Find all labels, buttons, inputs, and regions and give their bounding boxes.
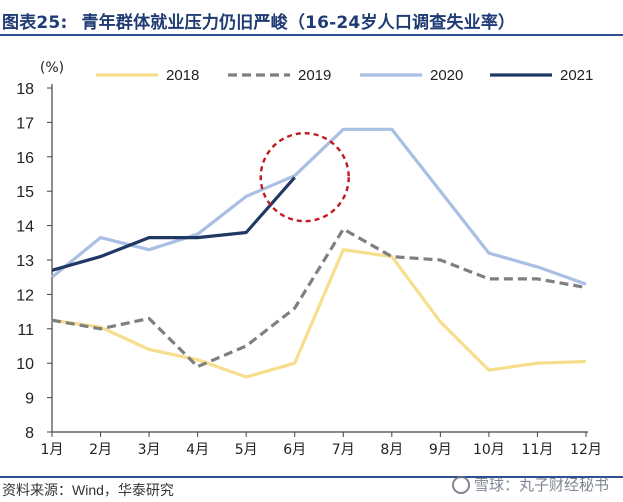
y-tick-label: 13 — [16, 253, 34, 270]
chart-axes: 8 9 10 11 12 13 14 15 16 17 18 (%) 1月 2月 3月 4月 5月 6月 7月 8月 9… — [16, 60, 602, 458]
x-tick-label: 10月 — [473, 442, 505, 458]
x-tick-label: 8月 — [380, 442, 403, 458]
figure-title-text: 青年群体就业压力仍旧严峻（16-24岁人口调查失业率） — [81, 13, 516, 33]
x-tick-label: 7月 — [332, 442, 355, 458]
legend-label-2019: 2019 — [298, 67, 331, 84]
y-axis-unit: (%) — [40, 60, 64, 76]
source-note: 资料来源：Wind，华泰研究 — [2, 482, 174, 498]
legend-label-2020: 2020 — [430, 67, 463, 84]
line-chart: 8 9 10 11 12 13 14 15 16 17 18 (%) 1月 2月 3月 4月 5月 6月 7月 8月 9… — [16, 60, 602, 458]
x-tick-label: 11月 — [522, 442, 554, 458]
y-tick-label: 12 — [16, 287, 34, 304]
chart-annotations — [259, 131, 350, 223]
y-tick-label: 17 — [16, 115, 34, 132]
x-tick-label: 5月 — [235, 442, 258, 458]
y-tick-label: 8 — [25, 425, 34, 442]
x-tick-label: 12月 — [570, 442, 602, 458]
x-tick-label: 4月 — [186, 442, 209, 458]
snowball-logo-icon — [451, 476, 470, 494]
x-tick-label: 3月 — [138, 442, 161, 458]
legend-label-2018: 2018 — [166, 67, 199, 84]
watermark: 雪球：丸子财经秘书 — [451, 474, 609, 495]
y-tick-label: 14 — [16, 219, 34, 236]
legend-label-2021: 2021 — [560, 67, 593, 84]
y-tick-label: 11 — [17, 322, 34, 339]
figure-title: 图表25: 青年群体就业压力仍旧严峻（16-24岁人口调查失业率） — [2, 8, 515, 33]
x-tick-label: 6月 — [283, 442, 306, 458]
highlight-circle — [259, 131, 350, 223]
series-line-2018 — [51, 248, 587, 379]
source-divider — [0, 476, 623, 478]
x-tick-label: 2月 — [89, 442, 112, 458]
y-tick-label: 9 — [25, 391, 34, 408]
x-tick-label: 1月 — [41, 442, 64, 458]
y-tick-label: 18 — [16, 81, 34, 98]
y-tick-label: 10 — [16, 356, 34, 373]
chart-lines — [50, 127, 587, 379]
figure-title-bar: 图表25: 青年群体就业压力仍旧严峻（16-24岁人口调查失业率） — [0, 0, 623, 36]
figure-label: 图表25: — [2, 13, 68, 33]
chart-legend: 2018 2019 2020 2021 — [96, 67, 593, 84]
watermark-text: 雪球：丸子财经秘书 — [473, 476, 609, 494]
series-line-2019 — [51, 227, 587, 369]
x-tick-label: 9月 — [429, 442, 452, 458]
y-tick-label: 15 — [16, 184, 34, 201]
y-tick-label: 16 — [16, 150, 34, 167]
series-line-2021 — [51, 176, 296, 272]
series-line-2020 — [50, 127, 587, 286]
